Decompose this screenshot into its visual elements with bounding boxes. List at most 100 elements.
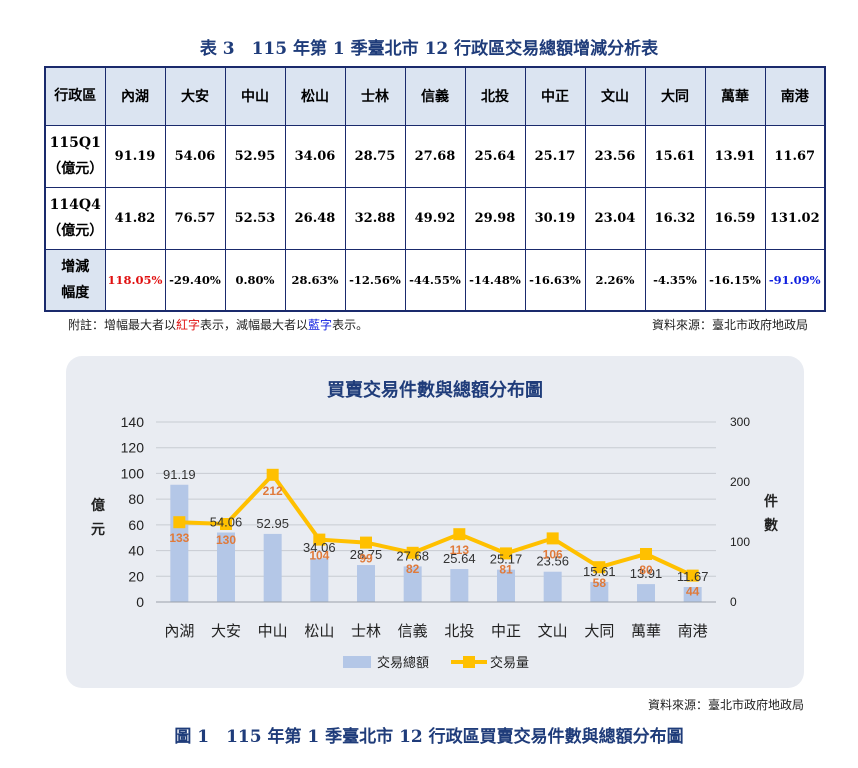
bar-total-amount: [170, 484, 189, 602]
line-transaction-count: [179, 471, 694, 578]
point-transaction-count: [220, 518, 232, 530]
table-cell: -12.56%: [344, 248, 406, 312]
bar-data-label: 23.56: [536, 554, 569, 569]
bar-total-amount: [637, 584, 655, 602]
point-transaction-count: [686, 569, 699, 582]
x-tick-label: 萬華: [631, 622, 661, 640]
footnote-blue-word: 藍字: [308, 318, 333, 332]
table-cell: 13.91: [704, 124, 766, 188]
table-cell: -16.63%: [524, 248, 586, 312]
legend-label-bar: 交易總額: [377, 655, 429, 671]
district-header: 中正: [524, 66, 586, 126]
footnote-prefix: 附註：增幅最大者以: [68, 318, 177, 332]
x-tick-label: 大同: [584, 622, 614, 640]
chart-title: 買賣交易件數與總額分布圖: [327, 380, 543, 401]
footnote: 附註：增幅最大者以紅字表示，減幅最大者以藍字表示。: [68, 316, 368, 333]
y-left-tick-label: 120: [121, 440, 145, 456]
table-cell: -29.40%: [164, 248, 226, 312]
district-header: 中山: [224, 66, 286, 126]
bar-data-label: 15.61: [583, 564, 616, 579]
table-row-change: 增減 幅度 118.05% -29.40% 0.80% 28.63% -12.5…: [44, 248, 826, 312]
bar-total-amount: [543, 571, 562, 602]
y-left-tick-label: 100: [121, 465, 145, 481]
y-left-tick-label: 40: [128, 543, 144, 559]
line-data-label: 82: [406, 562, 420, 576]
line-data-label: 113: [450, 543, 470, 557]
table-cell: 15.61: [644, 124, 706, 188]
table-cell: 0.80%: [224, 248, 286, 312]
table-cell: 2.26%: [584, 248, 646, 312]
footnote-suffix: 表示。: [332, 318, 369, 332]
x-tick-label: 大安: [211, 622, 241, 640]
district-stats-table: 行政區 內湖 大安 中山 松山 士林 信義 北投 中正 文山 大同 萬華 南港 …: [44, 66, 826, 312]
y-left-tick-label: 20: [128, 568, 144, 584]
bar-total-amount: [310, 558, 329, 602]
table-cell-max-decrease: -91.09%: [764, 248, 826, 312]
bar-total-amount: [403, 566, 422, 602]
district-header: 北投: [464, 66, 526, 126]
row-label: 增減 幅度: [44, 248, 106, 312]
line-data-label: 99: [359, 552, 373, 566]
table-cell: -16.15%: [704, 248, 766, 312]
table-cell: 91.19: [104, 124, 166, 188]
line-data-label: 130: [216, 533, 236, 547]
table-cell: 16.32: [644, 186, 706, 250]
district-header: 內湖: [104, 66, 166, 126]
point-transaction-count: [546, 532, 559, 545]
table-title: 表 3 115 年第 1 季臺北市 12 行政區交易總額增減分析表: [199, 39, 659, 59]
line-data-label: 212: [263, 484, 283, 498]
x-tick-label: 士林: [351, 622, 381, 640]
table-cell: 52.53: [224, 186, 286, 250]
point-transaction-count: [266, 468, 279, 481]
row-label-line2: （億元）: [47, 161, 104, 177]
row-label-line2: 幅度: [61, 284, 90, 301]
line-data-label: 58: [593, 576, 607, 590]
point-transaction-count: [406, 546, 419, 559]
district-header: 松山: [284, 66, 346, 126]
y-left-axis-label-char: 元: [91, 522, 105, 538]
bar-data-label: 11.67: [677, 569, 709, 584]
bar-data-label: 27.68: [396, 548, 429, 563]
table-cell: 131.02: [764, 186, 826, 250]
point-transaction-count: [173, 516, 186, 529]
x-tick-label: 南港: [678, 622, 708, 640]
legend-label-line: 交易量: [490, 655, 529, 671]
row-label-line1: 114Q4: [49, 197, 101, 213]
district-header: 萬華: [704, 66, 766, 126]
table-cell: -4.35%: [644, 248, 706, 312]
bar-total-amount: [263, 533, 282, 602]
district-header: 士林: [344, 66, 406, 126]
point-transaction-count: [500, 547, 512, 560]
point-transaction-count: [593, 561, 606, 574]
bar-data-label: 54.06: [210, 514, 243, 529]
table-cell: 41.82: [104, 186, 166, 250]
line-data-label: 81: [499, 562, 513, 576]
district-header: 信義: [404, 66, 466, 126]
district-header: 南港: [764, 66, 826, 126]
legend-swatch-bar: [343, 656, 371, 668]
bar-total-amount: [450, 569, 469, 602]
x-tick-label: 北投: [444, 622, 474, 640]
table-cell: 23.56: [584, 124, 646, 188]
legend-swatch-marker: [463, 656, 475, 668]
table-cell: 34.06: [284, 124, 346, 188]
line-data-label: 80: [639, 563, 653, 577]
bar-total-amount: [683, 586, 702, 602]
line-data-label: 44: [686, 585, 700, 599]
bar-total-amount: [590, 581, 609, 602]
y-left-axis-label-char: 億: [91, 497, 105, 514]
table-cell: 25.17: [524, 124, 586, 188]
point-transaction-count: [313, 533, 326, 546]
footnote-middle: 表示，減幅最大者以: [200, 318, 309, 332]
footnote-red-word: 紅字: [176, 318, 201, 332]
row-label-line1: 增減: [61, 258, 90, 275]
bar-total-amount: [217, 532, 235, 602]
table-corner-cell: 行政區: [44, 66, 106, 126]
bar-data-label: 25.17: [490, 552, 523, 567]
row-label: 115Q1 （億元）: [44, 124, 106, 188]
table-cell: 54.06: [164, 124, 226, 188]
chart-source: 資料來源：臺北市政府地政局: [647, 698, 804, 712]
table-cell: 27.68: [404, 124, 466, 188]
row-label-line1: 115Q1: [49, 135, 101, 151]
district-header: 大同: [644, 66, 706, 126]
